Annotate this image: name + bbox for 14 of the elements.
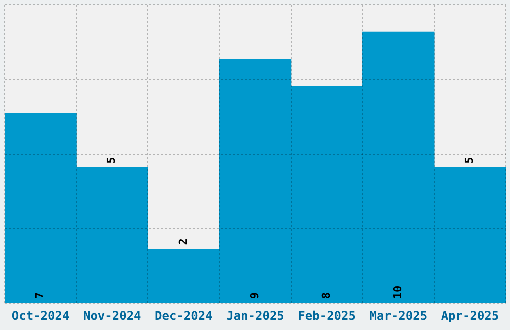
x-tick-label: Jan-2025 [226,308,284,323]
data-label: 7 [34,292,47,300]
data-label: 5 [463,157,476,164]
data-label: 9 [248,292,262,300]
data-label: 8 [320,292,333,300]
x-tick-label: Feb-2025 [298,308,356,323]
x-tick-label: Dec-2024 [155,308,213,323]
data-label: 2 [176,238,190,246]
x-tick-label: Mar-2025 [370,308,428,323]
data-label: 10 [392,286,404,300]
x-tick-label: Oct-2024 [12,308,70,323]
x-tick-label: Apr-2025 [441,308,500,323]
x-tick-label: Nov-2024 [83,308,142,323]
data-label: 5 [105,157,118,164]
